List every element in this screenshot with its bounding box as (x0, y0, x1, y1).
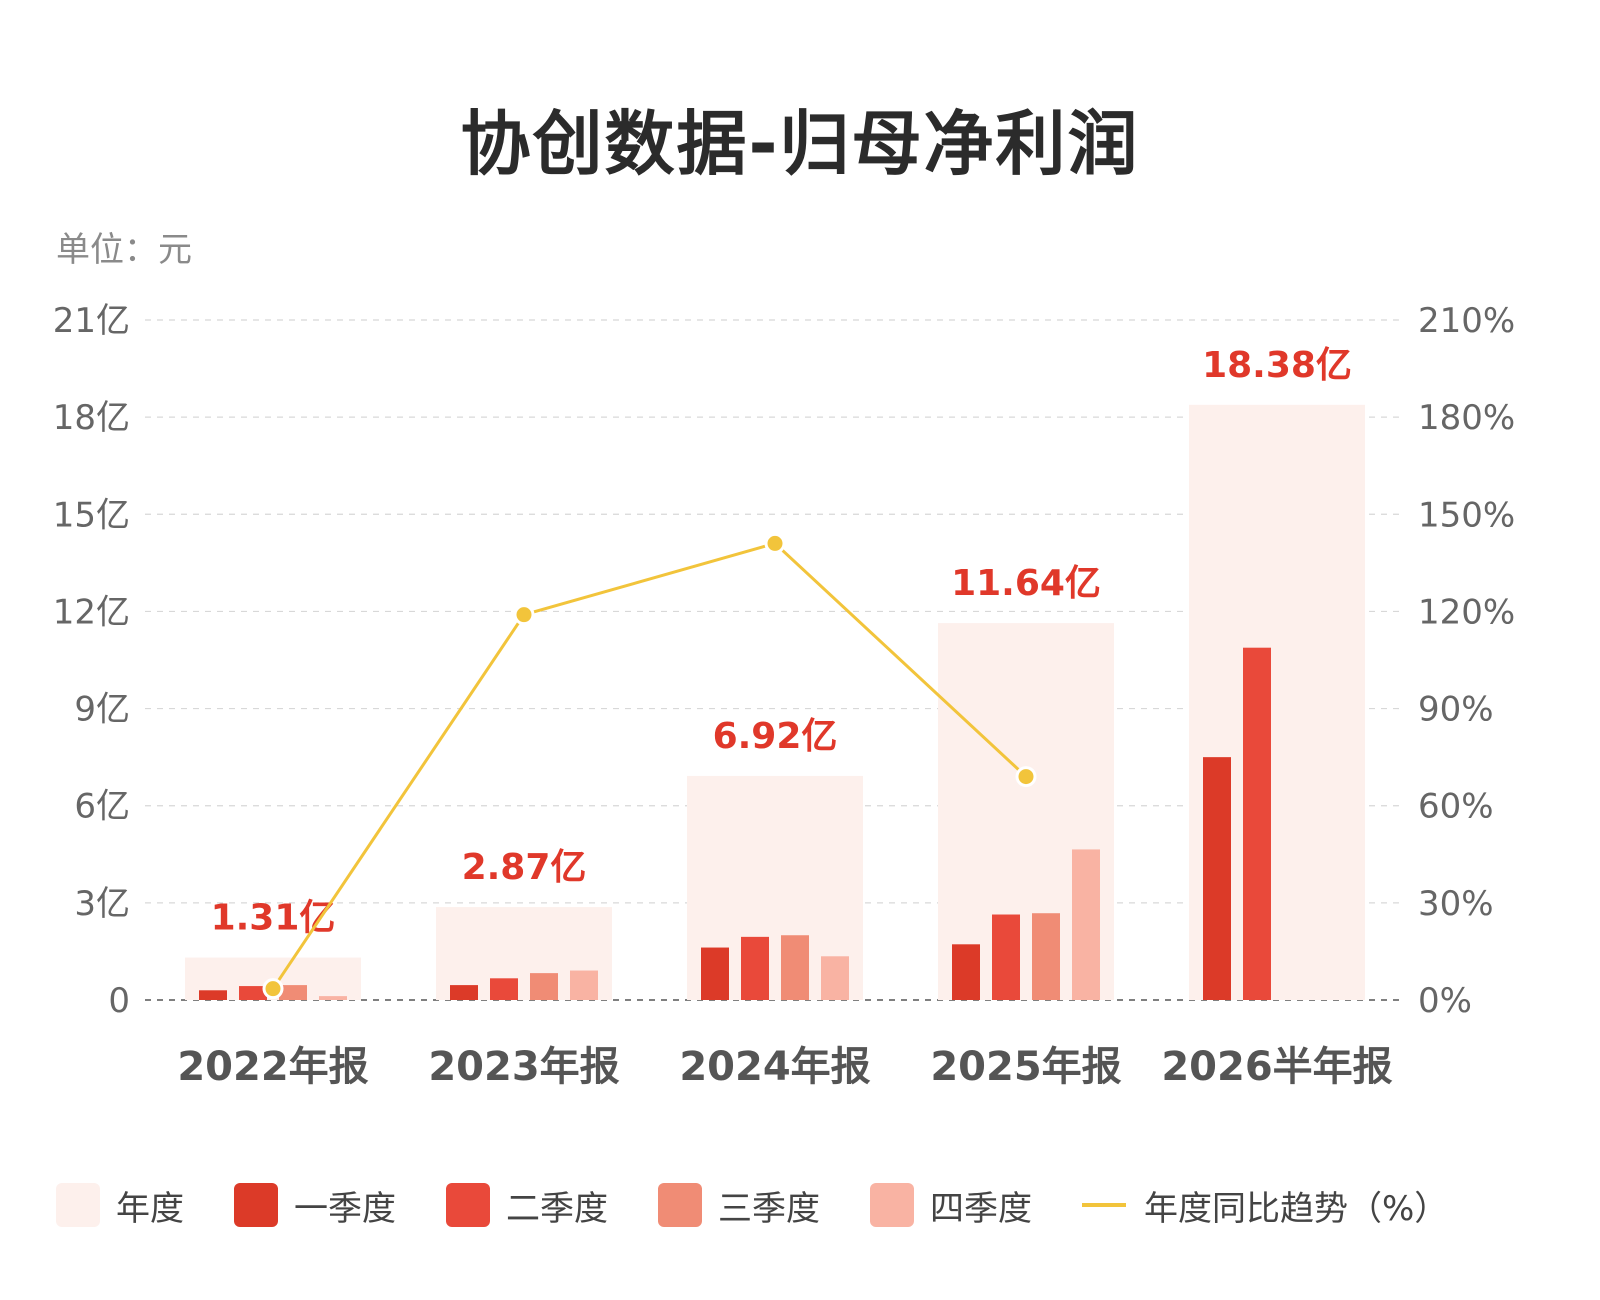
quarter-bar-q3 (279, 985, 307, 1000)
quarter-bar-q3 (781, 935, 809, 1000)
y-tick-left: 3亿 (74, 884, 130, 924)
legend-swatch-q3 (658, 1183, 702, 1227)
quarter-bar-q2 (741, 936, 769, 1000)
value-label: 18.38亿 (1202, 345, 1352, 386)
y-tick-right: 150% (1418, 495, 1515, 535)
legend-label: 年度 (116, 1188, 184, 1229)
trend-point (513, 604, 535, 626)
quarter-bar-q4 (1072, 849, 1100, 1000)
legend: 年度 一季度 二季度 三季度 四季度 年度同比趋势（%） (56, 1180, 1498, 1230)
x-tick-label: 2026半年报 (1161, 1044, 1392, 1090)
quarter-bar-q4 (570, 970, 598, 1000)
chart-title: 协创数据-归母净利润 (460, 103, 1140, 185)
y-tick-right: 0% (1418, 981, 1472, 1021)
quarter-bar-q1 (701, 947, 729, 1000)
y-tick-right: 30% (1418, 884, 1494, 924)
y-tick-right: 120% (1418, 592, 1515, 632)
y-tick-left: 0 (108, 981, 130, 1021)
quarter-bar-q4 (319, 996, 347, 1000)
legend-label: 一季度 (294, 1188, 396, 1229)
legend-item-annual: 年度 (56, 1181, 184, 1230)
quarter-bar-q4 (821, 956, 849, 1000)
legend-label: 年度同比趋势（%） (1144, 1188, 1449, 1229)
quarter-bar-q1 (450, 985, 478, 1000)
legend-swatch-trend (1082, 1203, 1126, 1207)
value-label: 11.64亿 (951, 563, 1101, 604)
y-tick-left: 9亿 (74, 690, 130, 730)
trend-point (262, 978, 284, 1000)
x-tick-label: 2023年报 (428, 1044, 619, 1090)
legend-swatch-q1 (234, 1183, 278, 1227)
x-tick-label: 2022年报 (177, 1044, 368, 1090)
legend-item-q2: 二季度 (446, 1181, 608, 1230)
legend-item-q3: 三季度 (658, 1181, 820, 1230)
legend-item-trend: 年度同比趋势（%） (1082, 1181, 1448, 1230)
y-tick-left: 15亿 (53, 495, 130, 535)
legend-item-q1: 一季度 (234, 1181, 396, 1230)
quarter-bar-q3 (1032, 913, 1060, 1000)
legend-swatch-q2 (446, 1183, 490, 1227)
quarter-bar-q2 (490, 978, 518, 1000)
y-tick-right: 60% (1418, 787, 1494, 827)
quarter-bar-q1 (952, 944, 980, 1000)
y-tick-left: 12亿 (53, 592, 130, 632)
legend-label: 二季度 (506, 1188, 608, 1229)
y-tick-left: 18亿 (53, 398, 130, 438)
unit-label: 单位：元 (56, 230, 192, 270)
quarter-bar-q1 (1203, 757, 1231, 1000)
value-label: 2.87亿 (462, 847, 587, 888)
quarter-bar-q1 (199, 990, 227, 1000)
x-tick-label: 2025年报 (930, 1044, 1121, 1090)
quarter-bar-q2 (992, 914, 1020, 1000)
quarter-bar-q2 (239, 986, 267, 1000)
trend-point (764, 532, 786, 554)
trend-line (271, 541, 1028, 990)
legend-item-q4: 四季度 (870, 1181, 1032, 1230)
x-tick-label: 2024年报 (679, 1044, 870, 1090)
quarter-bar-q3 (530, 973, 558, 1000)
y-tick-right: 180% (1418, 398, 1515, 438)
legend-label: 三季度 (718, 1188, 820, 1229)
legend-swatch-q4 (870, 1183, 914, 1227)
value-label: 6.92亿 (713, 716, 838, 757)
trend-point (1015, 766, 1037, 788)
value-label: 1.31亿 (211, 898, 336, 939)
y-tick-left: 21亿 (53, 301, 130, 341)
legend-label: 四季度 (930, 1188, 1032, 1229)
quarter-bar-q2 (1243, 647, 1271, 1000)
y-tick-right: 210% (1418, 301, 1515, 341)
y-tick-right: 90% (1418, 690, 1494, 730)
y-tick-left: 6亿 (74, 787, 130, 827)
legend-swatch-annual (56, 1183, 100, 1227)
